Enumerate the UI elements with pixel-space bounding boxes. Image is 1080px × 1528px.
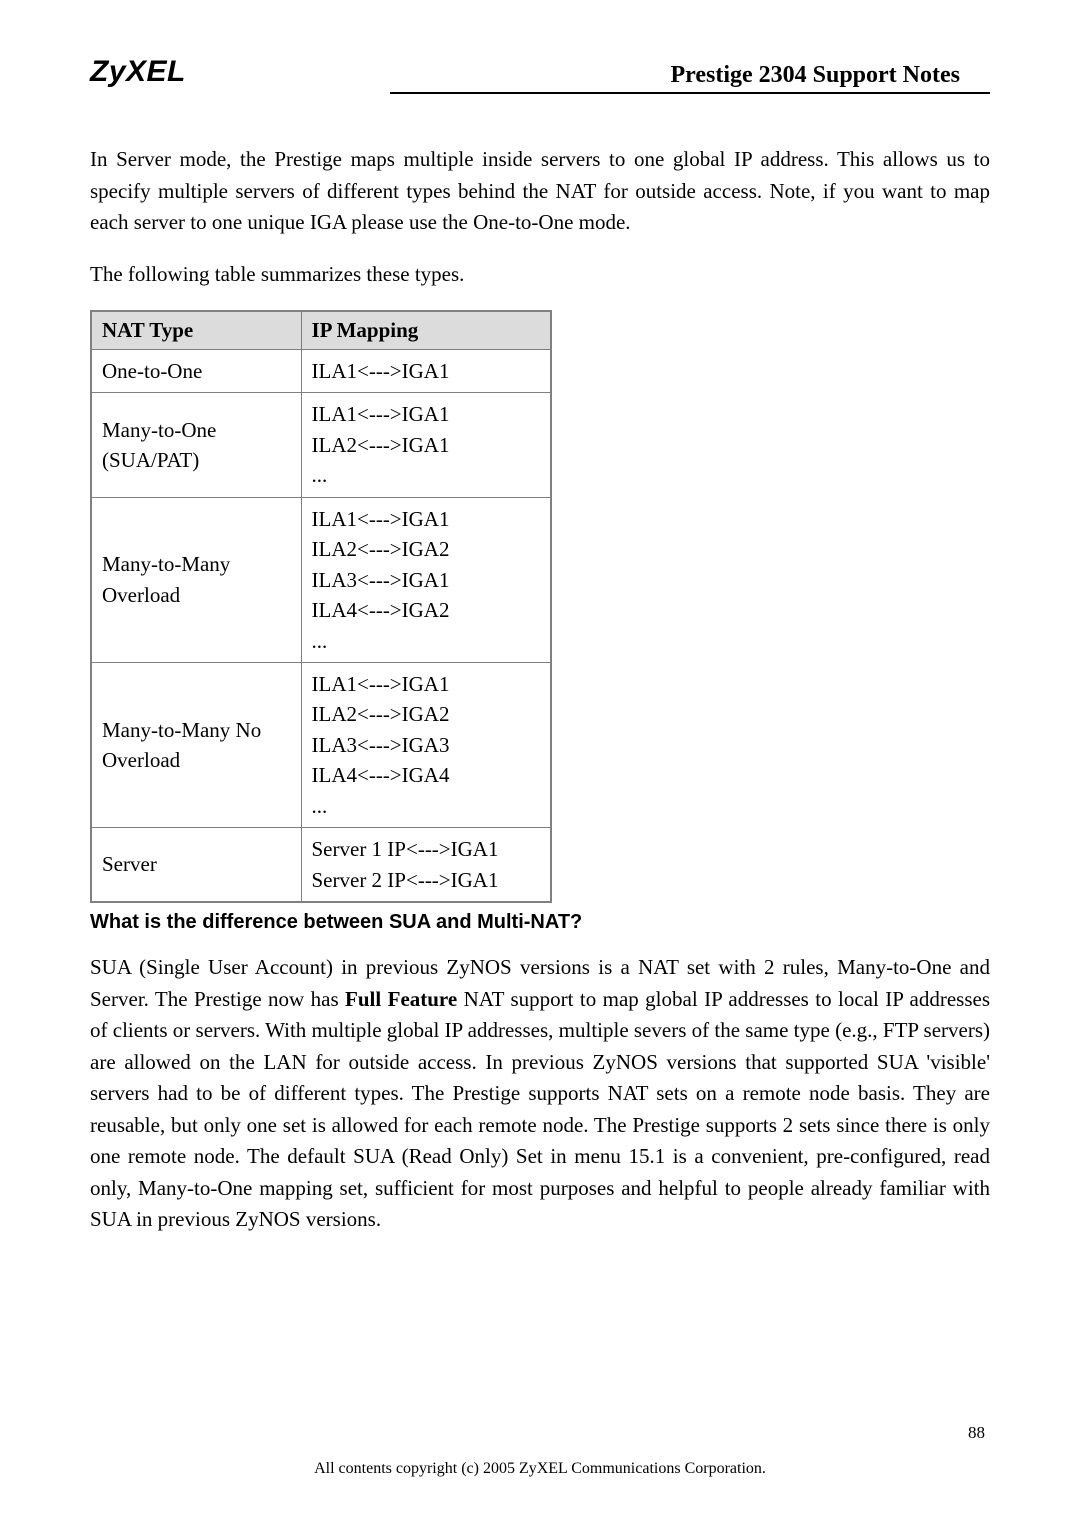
table-cell: Many-to-Many No Overload xyxy=(91,662,301,827)
table-cell: Many-to-Many Overload xyxy=(91,497,301,662)
table-row: Many-to-Many Overload ILA1<--->IGA1 ILA2… xyxy=(91,497,551,662)
table-cell: ILA1<--->IGA1 xyxy=(301,350,551,393)
body-text-bold: Full Feature xyxy=(345,987,457,1011)
table-header-row: NAT Type IP Mapping xyxy=(91,311,551,350)
table-cell: Many-to-One (SUA/PAT) xyxy=(91,393,301,497)
table-header: NAT Type xyxy=(91,311,301,350)
page-number: 88 xyxy=(968,1423,985,1443)
header-title: Prestige 2304 Support Notes xyxy=(670,62,990,89)
table-cell: One-to-One xyxy=(91,350,301,393)
summary-line: The following table summarizes these typ… xyxy=(90,259,990,291)
page-header: ZyXEL Prestige 2304 Support Notes xyxy=(90,55,990,89)
table-header: IP Mapping xyxy=(301,311,551,350)
table-cell: ILA1<--->IGA1 ILA2<--->IGA1 ... xyxy=(301,393,551,497)
table-cell: Server 1 IP<--->IGA1 Server 2 IP<--->IGA… xyxy=(301,828,551,902)
body-text-post: NAT support to map global IP addresses t… xyxy=(90,987,990,1232)
nat-table: NAT Type IP Mapping One-to-One ILA1<--->… xyxy=(90,310,552,903)
table-row: Server Server 1 IP<--->IGA1 Server 2 IP<… xyxy=(91,828,551,902)
question-heading: What is the difference between SUA and M… xyxy=(90,911,990,934)
table-row: Many-to-Many No Overload ILA1<--->IGA1 I… xyxy=(91,662,551,827)
table-row: Many-to-One (SUA/PAT) ILA1<--->IGA1 ILA2… xyxy=(91,393,551,497)
table-cell: ILA1<--->IGA1 ILA2<--->IGA2 ILA3<--->IGA… xyxy=(301,497,551,662)
body-paragraph: SUA (Single User Account) in previous Zy… xyxy=(90,952,990,1236)
footer-copyright: All contents copyright (c) 2005 ZyXEL Co… xyxy=(0,1460,1080,1478)
logo: ZyXEL xyxy=(90,55,186,89)
table-cell: Server xyxy=(91,828,301,902)
table-cell: ILA1<--->IGA1 ILA2<--->IGA2 ILA3<--->IGA… xyxy=(301,662,551,827)
header-rule xyxy=(390,92,990,94)
table-row: One-to-One ILA1<--->IGA1 xyxy=(91,350,551,393)
intro-paragraph: In Server mode, the Prestige maps multip… xyxy=(90,144,990,239)
